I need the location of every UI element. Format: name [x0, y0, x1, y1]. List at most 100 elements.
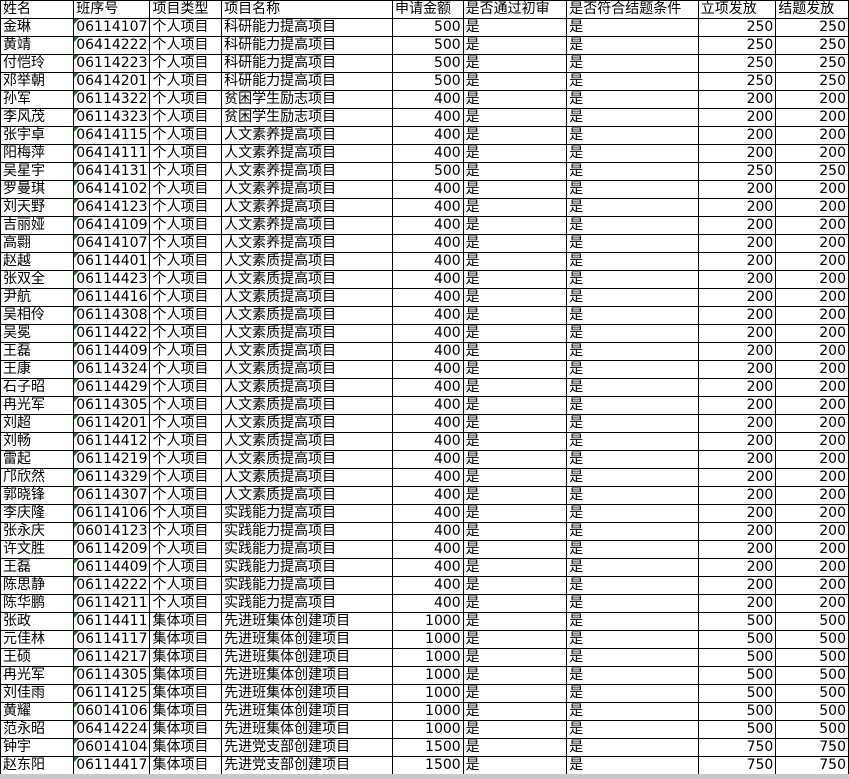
cell-project-name[interactable]: 先进班集体创建项目	[221, 720, 393, 739]
cell-class-id[interactable]: 06114305	[73, 666, 151, 685]
cell-final-payment[interactable]: 200	[775, 234, 849, 253]
cell-final-payment[interactable]: 200	[775, 288, 849, 307]
cell-final-payment[interactable]: 200	[775, 216, 849, 235]
cell-name[interactable]: 尹航	[0, 288, 75, 307]
cell-initial-payment[interactable]: 200	[697, 468, 777, 487]
cell-class-id[interactable]: 06114401	[73, 252, 151, 271]
cell-requested-amount[interactable]: 400	[391, 594, 464, 613]
cell-project-name[interactable]: 实践能力提高项目	[221, 576, 393, 595]
header-class-id[interactable]: 班序号	[73, 0, 151, 19]
cell-final-payment[interactable]: 200	[775, 252, 849, 271]
cell-requested-amount[interactable]: 500	[391, 162, 464, 181]
cell-meets-completion[interactable]: 是	[566, 504, 699, 523]
cell-meets-completion[interactable]: 是	[566, 576, 699, 595]
cell-name[interactable]: 刘超	[0, 414, 75, 433]
header-passed-review[interactable]: 是否通过初审	[462, 0, 568, 19]
cell-final-payment[interactable]: 200	[775, 126, 849, 145]
cell-requested-amount[interactable]: 400	[391, 270, 464, 289]
cell-passed-review[interactable]: 是	[462, 432, 568, 451]
cell-class-id[interactable]: 06114305	[73, 396, 151, 415]
cell-final-payment[interactable]: 500	[775, 612, 849, 631]
cell-requested-amount[interactable]: 400	[391, 504, 464, 523]
cell-project-type[interactable]: 集体项目	[149, 684, 223, 703]
cell-name[interactable]: 范永昭	[0, 720, 75, 739]
cell-class-id[interactable]: 06114217	[73, 648, 151, 667]
cell-class-id[interactable]: 06114422	[73, 324, 151, 343]
cell-requested-amount[interactable]: 1000	[391, 648, 464, 667]
cell-passed-review[interactable]: 是	[462, 630, 568, 649]
cell-project-type[interactable]: 个人项目	[149, 162, 223, 181]
cell-final-payment[interactable]: 200	[775, 144, 849, 163]
cell-passed-review[interactable]: 是	[462, 360, 568, 379]
cell-name[interactable]: 赵东阳	[0, 756, 75, 775]
cell-initial-payment[interactable]: 250	[697, 54, 777, 73]
cell-project-type[interactable]: 集体项目	[149, 702, 223, 721]
cell-meets-completion[interactable]: 是	[566, 666, 699, 685]
cell-final-payment[interactable]: 500	[775, 666, 849, 685]
cell-requested-amount[interactable]: 1000	[391, 666, 464, 685]
cell-meets-completion[interactable]: 是	[566, 144, 699, 163]
cell-project-name[interactable]: 实践能力提高项目	[221, 558, 393, 577]
cell-final-payment[interactable]: 200	[775, 432, 849, 451]
cell-name[interactable]: 吴星宇	[0, 162, 75, 181]
cell-meets-completion[interactable]: 是	[566, 684, 699, 703]
cell-passed-review[interactable]: 是	[462, 162, 568, 181]
cell-final-payment[interactable]: 200	[775, 540, 849, 559]
cell-name[interactable]: 邓举朝	[0, 72, 75, 91]
cell-project-type[interactable]: 个人项目	[149, 216, 223, 235]
cell-class-id[interactable]: 06014123	[73, 522, 151, 541]
cell-project-name[interactable]: 人文素质提高项目	[221, 486, 393, 505]
cell-project-name[interactable]: 人文素质提高项目	[221, 396, 393, 415]
cell-project-name[interactable]: 人文素养提高项目	[221, 162, 393, 181]
cell-final-payment[interactable]: 250	[775, 162, 849, 181]
cell-project-name[interactable]: 人文素质提高项目	[221, 468, 393, 487]
cell-class-id[interactable]: 06114211	[73, 594, 151, 613]
cell-final-payment[interactable]: 500	[775, 630, 849, 649]
cell-initial-payment[interactable]: 500	[697, 702, 777, 721]
cell-passed-review[interactable]: 是	[462, 558, 568, 577]
cell-meets-completion[interactable]: 是	[566, 612, 699, 631]
cell-name[interactable]: 石子昭	[0, 378, 75, 397]
cell-project-type[interactable]: 个人项目	[149, 180, 223, 199]
cell-name[interactable]: 刘畅	[0, 432, 75, 451]
cell-requested-amount[interactable]: 400	[391, 126, 464, 145]
cell-name[interactable]: 李庆隆	[0, 504, 75, 523]
cell-name[interactable]: 元佳林	[0, 630, 75, 649]
cell-project-name[interactable]: 贫困学生励志项目	[221, 108, 393, 127]
cell-class-id[interactable]: 06114106	[73, 504, 151, 523]
cell-final-payment[interactable]: 250	[775, 36, 849, 55]
cell-final-payment[interactable]: 200	[775, 414, 849, 433]
cell-project-name[interactable]: 人文素质提高项目	[221, 414, 393, 433]
cell-final-payment[interactable]: 200	[775, 180, 849, 199]
cell-initial-payment[interactable]: 200	[697, 180, 777, 199]
cell-name[interactable]: 刘天野	[0, 198, 75, 217]
cell-class-id[interactable]: 06114412	[73, 432, 151, 451]
cell-passed-review[interactable]: 是	[462, 90, 568, 109]
cell-passed-review[interactable]: 是	[462, 504, 568, 523]
header-project-type[interactable]: 项目类型	[149, 0, 223, 19]
cell-project-name[interactable]: 人文素质提高项目	[221, 288, 393, 307]
cell-initial-payment[interactable]: 200	[697, 324, 777, 343]
cell-passed-review[interactable]: 是	[462, 576, 568, 595]
cell-project-type[interactable]: 集体项目	[149, 720, 223, 739]
cell-project-type[interactable]: 集体项目	[149, 630, 223, 649]
cell-requested-amount[interactable]: 500	[391, 54, 464, 73]
cell-name[interactable]: 王磊	[0, 558, 75, 577]
cell-passed-review[interactable]: 是	[462, 738, 568, 757]
cell-project-type[interactable]: 个人项目	[149, 468, 223, 487]
cell-requested-amount[interactable]: 1500	[391, 738, 464, 757]
cell-meets-completion[interactable]: 是	[566, 450, 699, 469]
cell-meets-completion[interactable]: 是	[566, 90, 699, 109]
cell-passed-review[interactable]: 是	[462, 72, 568, 91]
cell-project-name[interactable]: 实践能力提高项目	[221, 540, 393, 559]
cell-meets-completion[interactable]: 是	[566, 306, 699, 325]
cell-project-name[interactable]: 人文素养提高项目	[221, 144, 393, 163]
cell-passed-review[interactable]: 是	[462, 306, 568, 325]
cell-meets-completion[interactable]: 是	[566, 360, 699, 379]
cell-passed-review[interactable]: 是	[462, 720, 568, 739]
cell-name[interactable]: 阳梅萍	[0, 144, 75, 163]
cell-meets-completion[interactable]: 是	[566, 126, 699, 145]
cell-requested-amount[interactable]: 400	[391, 378, 464, 397]
cell-final-payment[interactable]: 200	[775, 594, 849, 613]
cell-final-payment[interactable]: 200	[775, 396, 849, 415]
